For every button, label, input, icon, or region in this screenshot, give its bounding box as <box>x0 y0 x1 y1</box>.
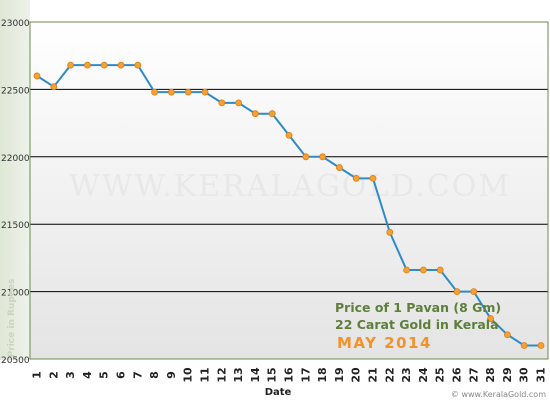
data-point <box>537 342 545 349</box>
x-tick-label: 12 <box>215 367 228 382</box>
x-tick-label: 18 <box>316 367 329 382</box>
x-tick-label: 8 <box>148 371 161 379</box>
y-tick-label: 21500 <box>1 221 30 231</box>
x-tick-label: 5 <box>98 371 111 379</box>
period-label: MAY 2014 <box>337 334 432 352</box>
x-tick-label: 25 <box>434 367 447 382</box>
y-tick-label: 22000 <box>1 154 30 164</box>
x-tick-label: 28 <box>484 367 497 382</box>
data-point <box>268 110 276 118</box>
x-tick-label: 27 <box>467 367 480 382</box>
data-point <box>134 61 142 69</box>
data-point <box>218 99 226 107</box>
watermark: WWW.KERALAGOLD.COM <box>69 169 511 204</box>
x-tick-label: 16 <box>283 367 296 383</box>
data-point <box>117 61 125 69</box>
x-tick-label: 29 <box>501 367 514 382</box>
data-point <box>419 266 427 274</box>
data-point <box>453 288 461 296</box>
x-tick-label: 14 <box>249 367 262 383</box>
y-axis-panel <box>0 0 30 360</box>
y-tick-label: 23000 <box>1 19 30 29</box>
x-tick-label: 26 <box>451 367 464 383</box>
data-point <box>84 61 91 69</box>
plot-area <box>30 22 548 359</box>
x-tick-label: 21 <box>367 367 380 382</box>
data-point <box>151 88 159 96</box>
x-tick-label: 2 <box>47 371 60 379</box>
y-tick-label: 22500 <box>1 86 30 96</box>
x-tick-label: 15 <box>266 367 279 382</box>
data-point <box>251 110 259 118</box>
data-point <box>235 99 243 107</box>
x-tick-label: 19 <box>333 367 346 382</box>
data-point <box>487 315 495 322</box>
data-point <box>470 288 478 296</box>
data-point <box>167 88 175 96</box>
data-point <box>352 174 360 182</box>
data-point <box>319 153 327 161</box>
x-tick-label: 4 <box>81 371 94 379</box>
data-points <box>33 61 545 349</box>
x-tick-labels: 1 2 3 4 5 6 7 8 9 10 11 12 13 14 15 16 17 18 19 20 21 22 23 24 2… <box>31 367 548 383</box>
x-tick-label: 24 <box>417 367 430 383</box>
x-tick-label: 22 <box>383 367 396 382</box>
x-axis-label: Date <box>265 387 292 398</box>
data-point <box>436 266 444 274</box>
data-point <box>285 131 293 139</box>
footer-credit: © www.KeralaGold.com <box>451 390 546 399</box>
data-point <box>67 61 74 69</box>
x-tick-label: 6 <box>115 371 128 379</box>
data-point <box>403 266 411 274</box>
x-tick-label: 31 <box>535 367 548 382</box>
x-tick-label: 1 <box>31 371 44 379</box>
x-tick-label: 3 <box>64 371 77 379</box>
x-tick-label: 13 <box>232 367 245 382</box>
data-point <box>369 174 377 182</box>
data-point <box>335 164 343 171</box>
x-tick-label: 30 <box>518 367 531 383</box>
data-point <box>302 153 310 161</box>
caption-line-2: 22 Carat Gold in Kerala <box>335 317 499 332</box>
y-tick-labels: 20500 21000 21500 22000 22500 23000 <box>1 19 30 366</box>
y-axis-label: Price in Rupees <box>7 279 17 358</box>
data-point <box>100 61 108 69</box>
y-tick-label: 20500 <box>1 356 30 366</box>
y-tick-label: 21000 <box>1 289 30 299</box>
x-tick-label: 20 <box>350 367 363 383</box>
data-point <box>201 88 209 96</box>
data-point <box>386 228 394 236</box>
data-point <box>50 83 58 91</box>
x-tick-label: 9 <box>165 371 178 379</box>
data-point <box>520 342 528 349</box>
x-tick-label: 11 <box>199 367 212 382</box>
x-tick-label: 23 <box>400 367 413 382</box>
plot-border <box>29 21 549 360</box>
data-point <box>503 331 511 339</box>
x-tick-label: 17 <box>299 367 312 382</box>
data-point <box>33 72 41 80</box>
x-tick-label: 10 <box>182 367 195 383</box>
x-tick-label: 7 <box>131 371 144 379</box>
caption-line-1: Price of 1 Pavan (8 Gm) <box>335 300 501 315</box>
data-point <box>184 88 192 96</box>
